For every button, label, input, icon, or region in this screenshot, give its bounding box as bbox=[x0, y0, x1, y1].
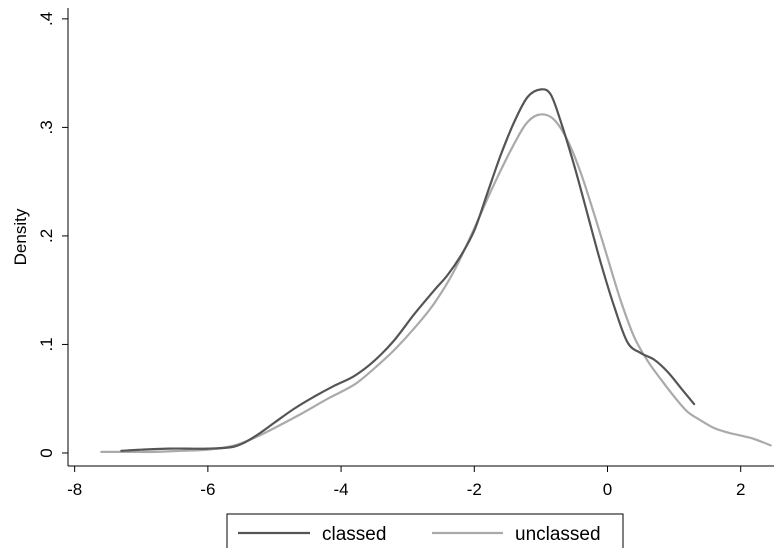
x-tick-label: -8 bbox=[67, 480, 82, 499]
legend-label-classed: classed bbox=[322, 524, 386, 545]
legend-label-unclassed: unclassed bbox=[515, 524, 601, 545]
x-tick-label: -4 bbox=[334, 480, 349, 499]
y-axis: 0 .1 .2 .3 .4 bbox=[37, 12, 68, 458]
x-tick-label: -2 bbox=[467, 480, 482, 499]
x-tick-label: 0 bbox=[603, 480, 612, 499]
y-tick-label: 0 bbox=[37, 448, 56, 457]
y-tick-label: .4 bbox=[37, 12, 56, 26]
legend: classed unclassed bbox=[226, 513, 624, 548]
y-tick-label: .1 bbox=[37, 337, 56, 351]
series-layer bbox=[100, 88, 772, 454]
x-tick-label: -6 bbox=[200, 480, 215, 499]
legend-box bbox=[226, 513, 624, 548]
series-line-unclassed bbox=[100, 113, 772, 454]
x-tick-label: 2 bbox=[736, 480, 745, 499]
y-tick-label: .3 bbox=[37, 120, 56, 134]
x-axis: -8 -6 -4 -2 0 2 bbox=[67, 466, 745, 499]
plot-frame bbox=[67, 8, 774, 467]
series-line-classed bbox=[120, 88, 696, 452]
y-tick-label: .2 bbox=[37, 229, 56, 243]
y-axis-label: Density bbox=[11, 208, 30, 265]
